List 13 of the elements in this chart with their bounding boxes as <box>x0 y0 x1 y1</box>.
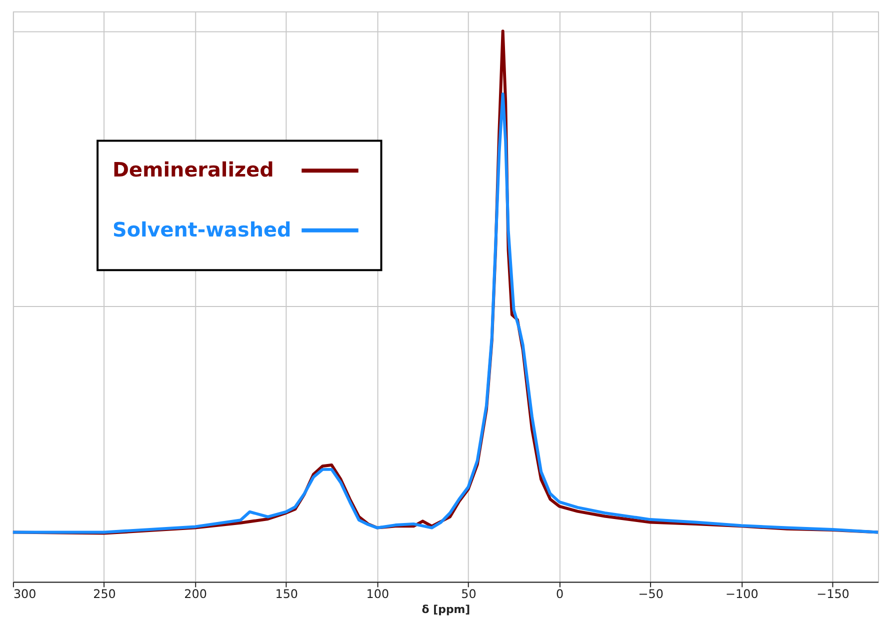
x-tick-label: 150 <box>275 587 298 602</box>
x-tick-label: −50 <box>638 587 664 602</box>
x-tick-label: 50 <box>461 587 476 602</box>
x-tick-label: 250 <box>93 587 116 602</box>
x-tick-label: −150 <box>816 587 850 602</box>
x-tick-label: 100 <box>366 587 390 602</box>
x-tick-label: 300 <box>13 587 36 602</box>
legend-label: Solvent-washed <box>112 218 292 242</box>
x-tick-label: 0 <box>556 587 564 602</box>
x-axis-title: δ [ppm] <box>422 603 470 616</box>
x-tick-label: 200 <box>184 587 207 602</box>
x-tick-label: −100 <box>726 587 758 602</box>
legend-label: Demineralized <box>112 158 274 182</box>
